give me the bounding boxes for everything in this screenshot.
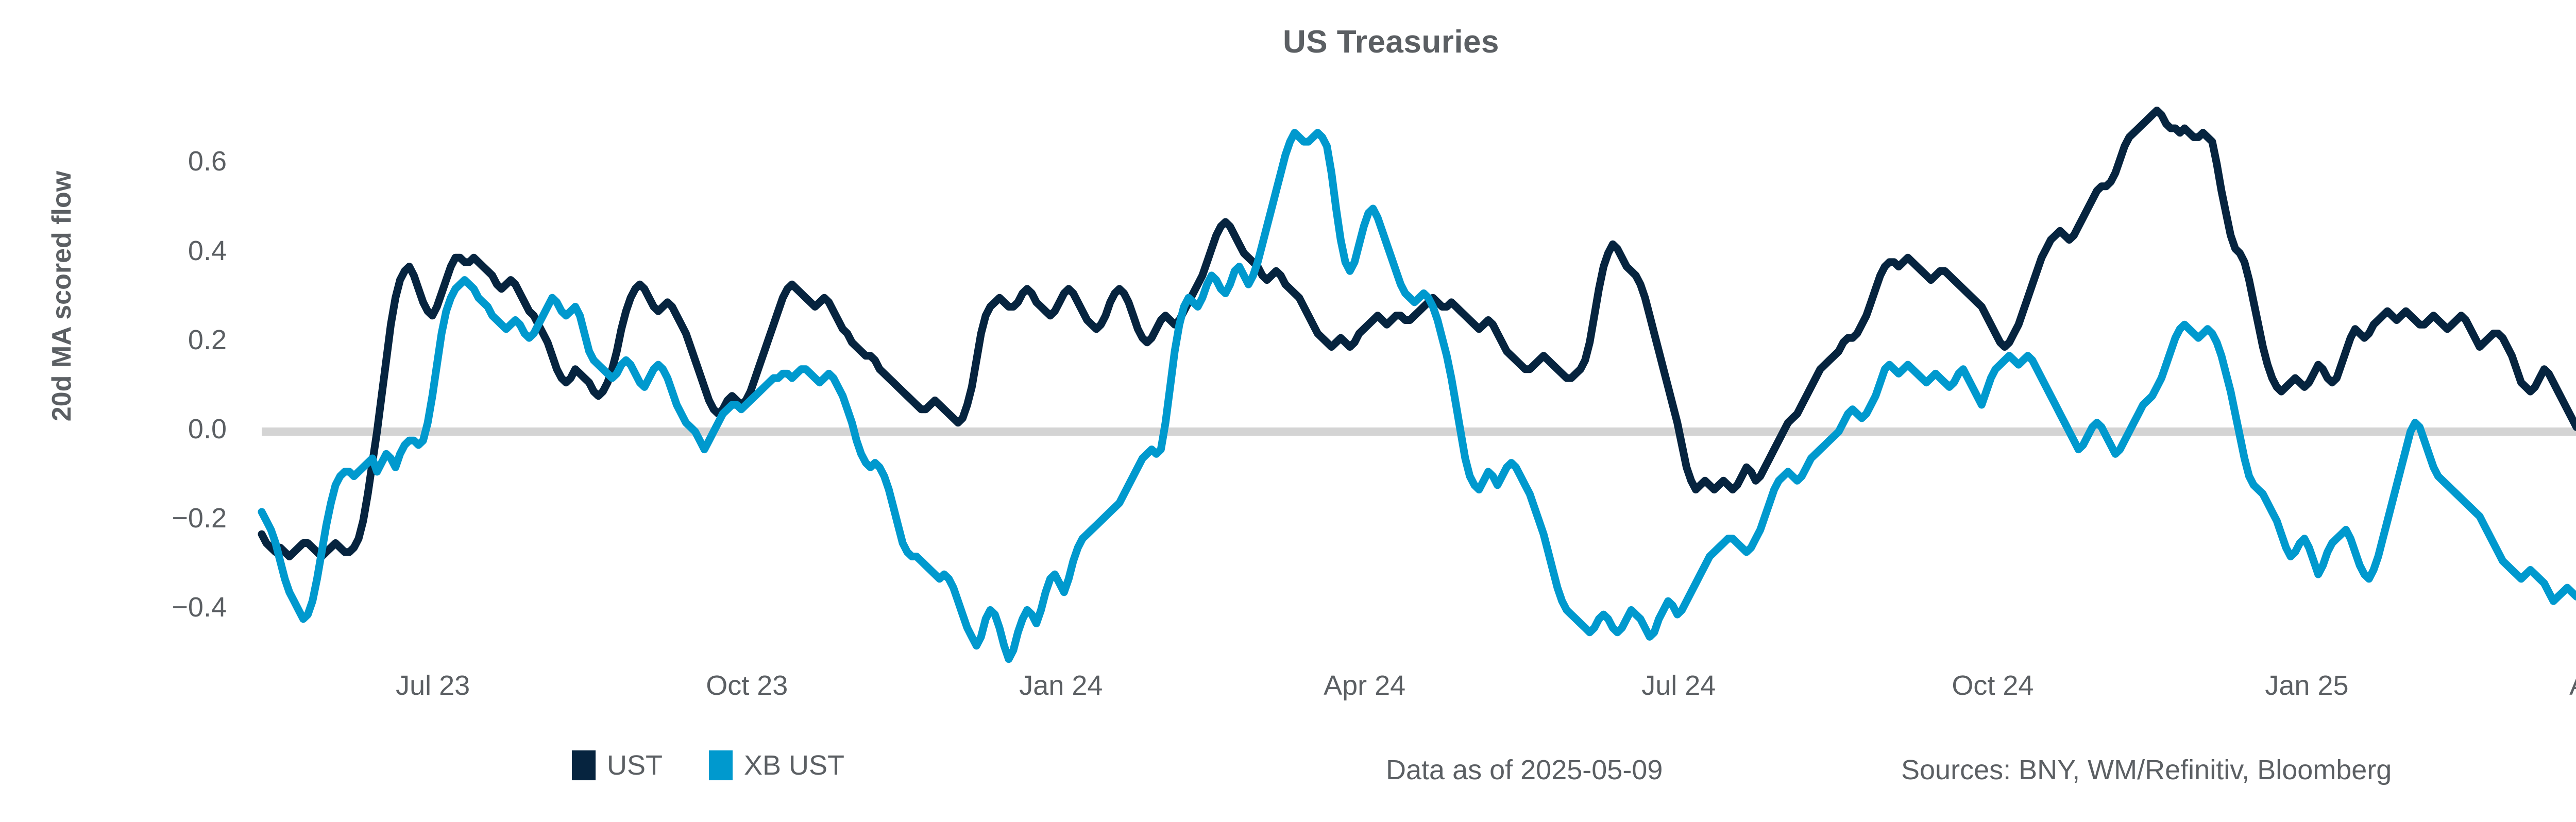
y-tick-label: −0.2	[172, 503, 227, 534]
series-line-ust	[258, 107, 2576, 560]
legend-label-ust: UST	[607, 750, 663, 781]
chart-legend: UST XB UST	[572, 749, 844, 781]
y-tick-label: 0.4	[188, 235, 227, 266]
legend-item-xb-ust[interactable]: XB UST	[709, 749, 844, 781]
sources-text: Sources: BNY, WM/Refinitiv, Bloomberg	[1901, 755, 2392, 785]
x-tick-label: Oct 24	[1952, 670, 2034, 701]
x-tick-label: Jul 23	[396, 670, 470, 701]
legend-label-xb-ust: XB UST	[744, 750, 845, 781]
legend-item-ust[interactable]: UST	[572, 749, 663, 781]
x-tick-label: Jan 24	[1019, 670, 1103, 701]
data-as-of-text: Data as of 2025-05-09	[1386, 755, 1663, 785]
page-title: US Treasuries	[1282, 24, 1500, 60]
legend-swatch-xb-ust	[709, 750, 733, 780]
y-tick-label: 0.2	[188, 324, 227, 355]
x-tick-label: Oct 23	[706, 670, 788, 701]
x-tick-label: Apr 25	[2507, 670, 2576, 701]
x-tick-label: Jan 25	[2265, 670, 2349, 701]
y-tick-label: −0.4	[172, 592, 227, 623]
series-line-xb-ust	[258, 129, 2576, 663]
x-tick-label: Jul 24	[1641, 670, 1716, 701]
legend-swatch-ust	[572, 750, 596, 780]
y-tick-label: 0.6	[188, 146, 227, 177]
y-tick-label: 0.0	[188, 414, 227, 444]
x-tick-label: Apr 24	[1324, 670, 1406, 701]
